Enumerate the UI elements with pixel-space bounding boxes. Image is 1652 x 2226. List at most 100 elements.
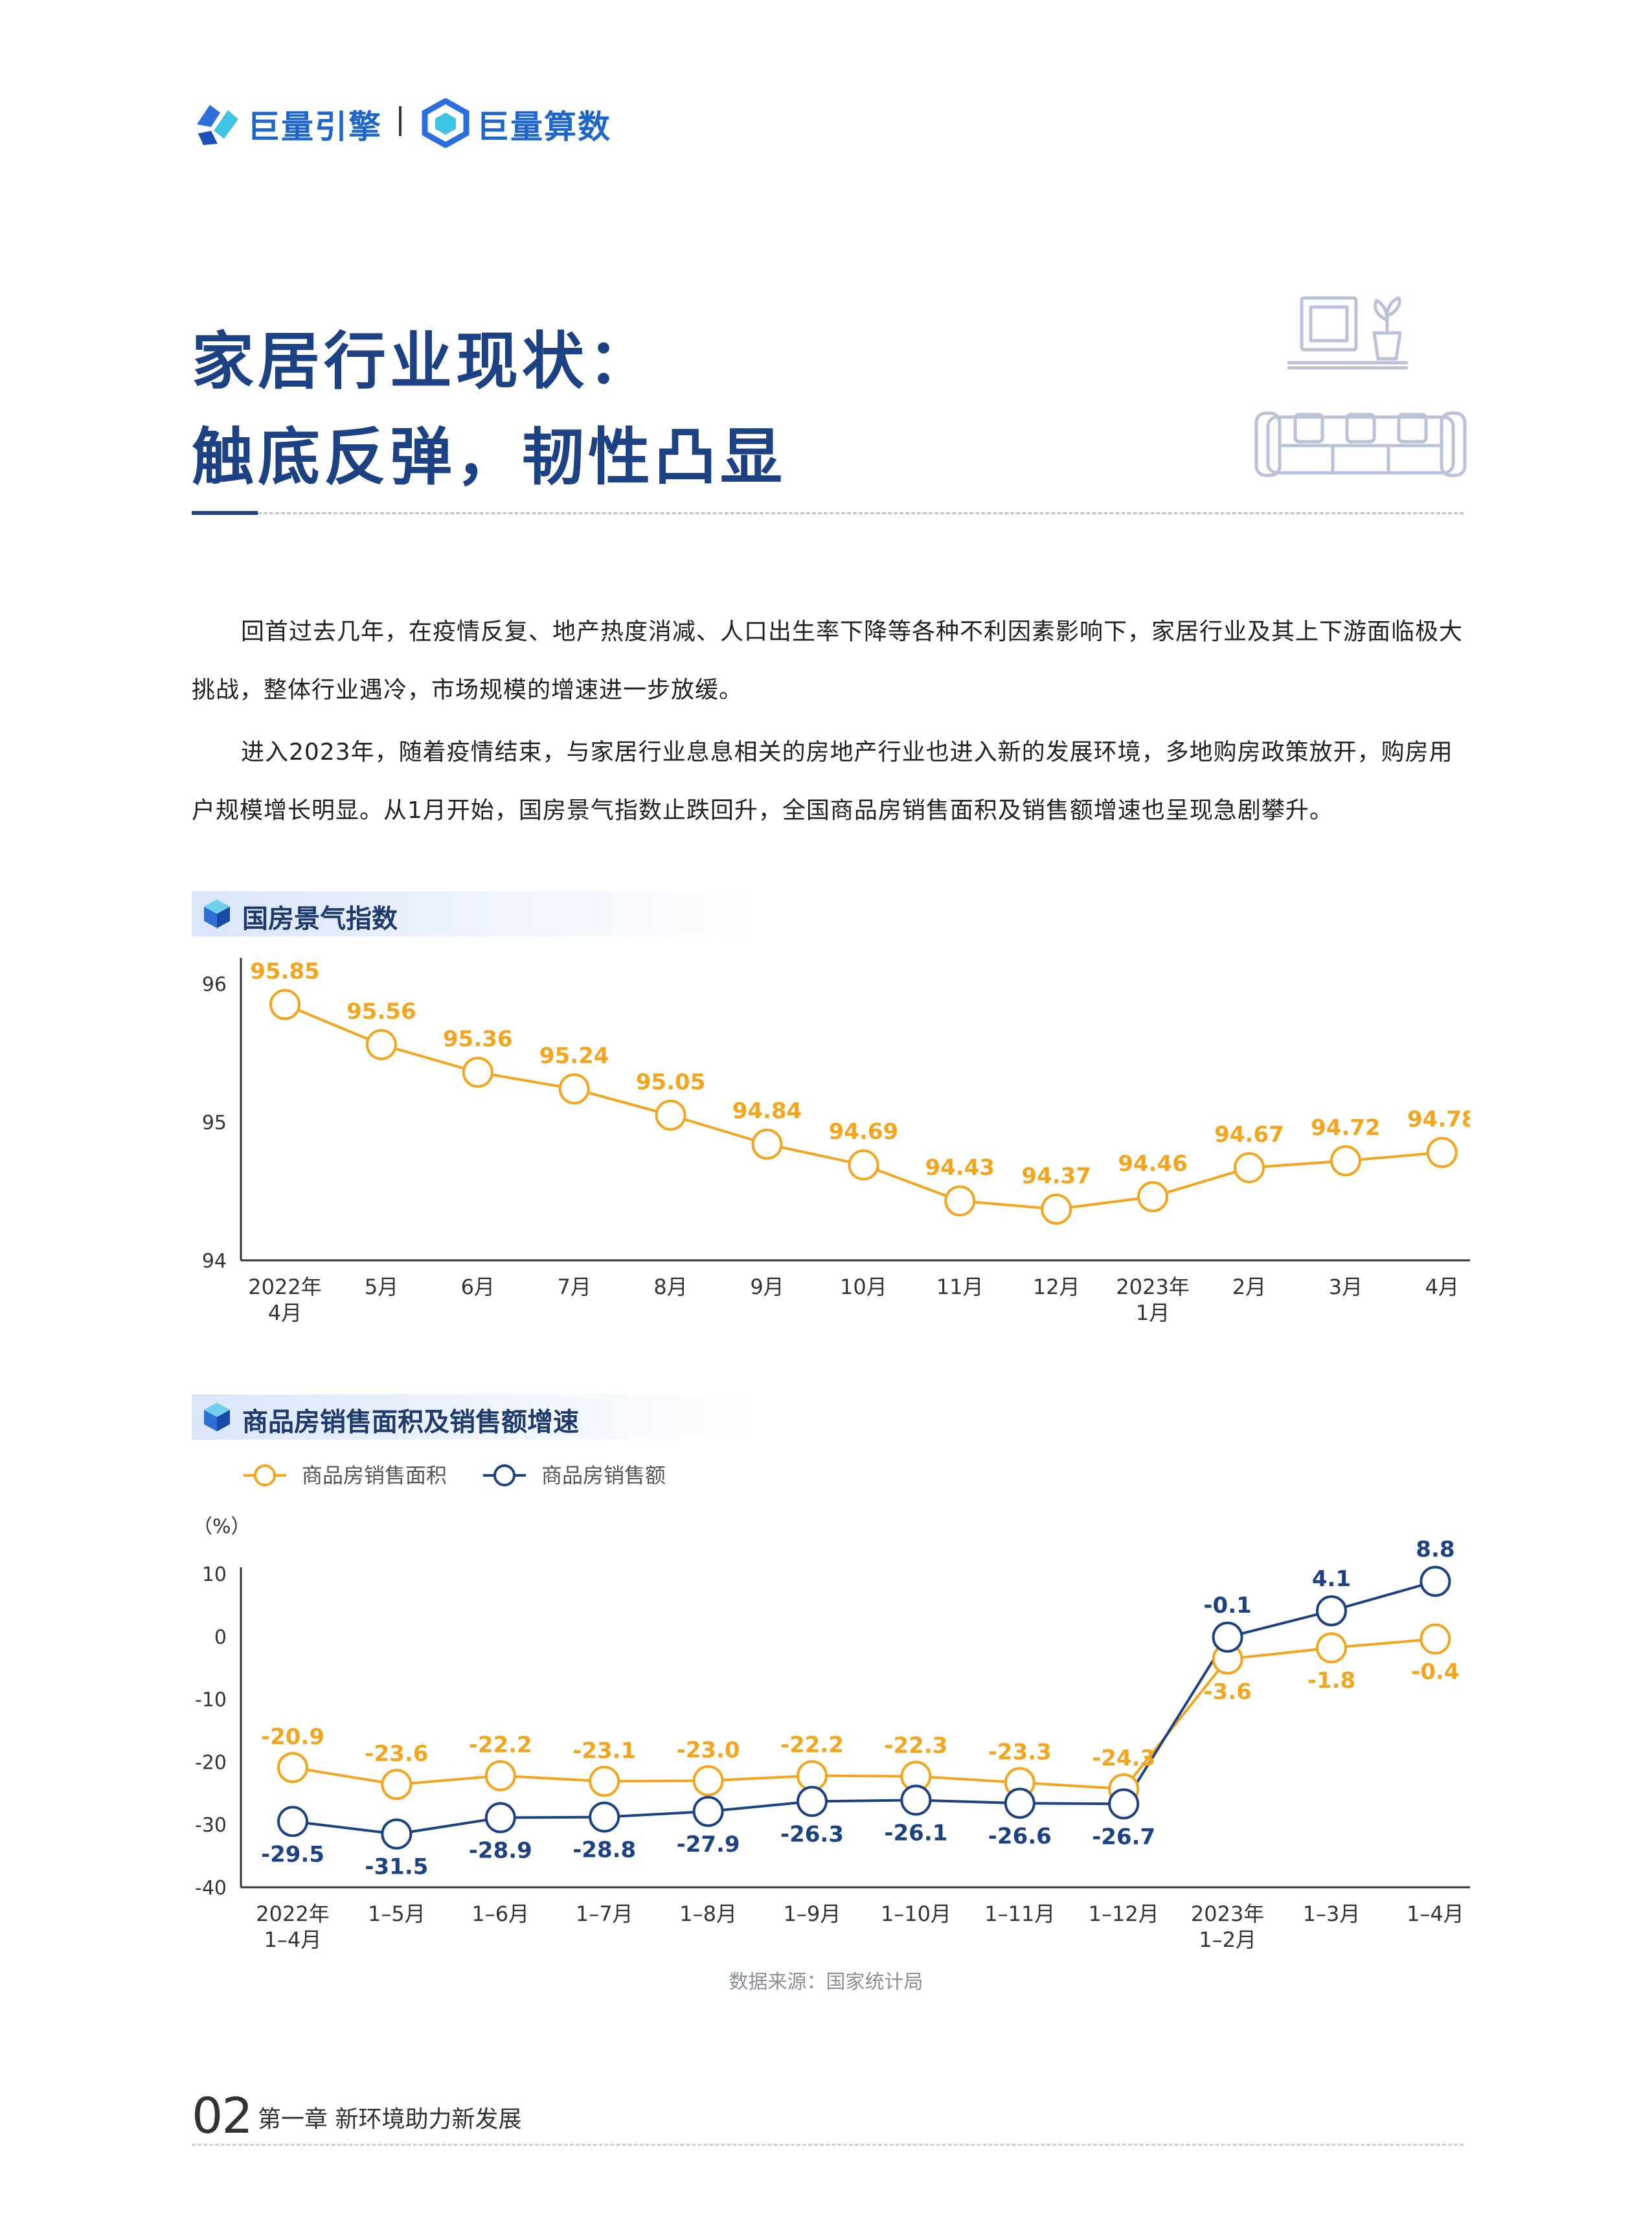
data-point xyxy=(1316,1632,1347,1664)
title-divider xyxy=(258,512,1464,514)
data-point xyxy=(1212,1621,1243,1653)
data-point xyxy=(692,1795,724,1827)
y-tick-label: 0 xyxy=(214,1626,227,1649)
data-point xyxy=(558,1073,590,1105)
x-tick-label: 5月 xyxy=(365,1275,398,1299)
x-tick-label: 1–9月 xyxy=(784,1902,841,1926)
brand-secondary: 巨量算数 xyxy=(477,108,611,146)
x-tick-label: 2023年 1月 xyxy=(1116,1275,1189,1325)
footer-divider xyxy=(192,2144,1464,2146)
x-tick-label: 10月 xyxy=(840,1275,887,1299)
data-label: 94.69 xyxy=(829,1119,899,1145)
housing-index-line-chart: 94 95 96 95.85 95.56 95.36 95.24 95.05 94.84 94.… xyxy=(202,958,1470,1325)
data-point xyxy=(1004,1788,1035,1819)
page-title-line2: 触底反弹，韧性凸显 xyxy=(192,421,786,494)
x-tick-label: 6月 xyxy=(461,1275,495,1299)
x-tick-label: 1–7月 xyxy=(576,1902,633,1926)
data-label: -28.9 xyxy=(469,1838,532,1864)
data-point xyxy=(751,1128,783,1160)
x-tick-label: 1–8月 xyxy=(679,1902,737,1926)
x-tick-label: 1–3月 xyxy=(1303,1902,1361,1926)
y-axis-unit-label: （%） xyxy=(193,1516,251,1538)
x-tick-label: 7月 xyxy=(558,1275,591,1299)
section-cube-icon xyxy=(204,900,230,928)
section-title: 国房景气指数 xyxy=(242,904,398,934)
y-tick-label: -10 xyxy=(195,1689,227,1712)
x-tick-label: 1–4月 xyxy=(1407,1902,1464,1926)
data-label: -0.4 xyxy=(1411,1659,1459,1685)
data-label: 94.72 xyxy=(1311,1115,1381,1141)
data-point xyxy=(1420,1623,1451,1655)
juliang-suanshu-logo-icon xyxy=(422,98,470,148)
x-tick-label: 1–10月 xyxy=(881,1902,951,1926)
home-furniture-illustration-icon xyxy=(1254,296,1467,477)
data-point xyxy=(462,1056,493,1088)
data-label: 94.84 xyxy=(732,1098,802,1124)
data-label: 94.46 xyxy=(1118,1151,1188,1177)
y-tick-label: 96 xyxy=(202,973,227,996)
y-tick-label: 95 xyxy=(202,1112,227,1135)
data-label: -22.2 xyxy=(780,1732,844,1758)
data-point xyxy=(655,1099,686,1131)
data-point xyxy=(484,1760,516,1791)
x-tick-label: 8月 xyxy=(653,1275,687,1299)
brand-separator xyxy=(399,106,402,136)
data-label: -23.3 xyxy=(988,1739,1052,1765)
data-point xyxy=(269,989,300,1021)
data-point xyxy=(277,1752,308,1784)
juliang-engine-logo-icon xyxy=(197,105,238,145)
y-tick-label: -40 xyxy=(195,1877,227,1900)
x-tick-label: 2022年 4月 xyxy=(248,1275,321,1325)
section-header-housing-index: 国房景气指数 xyxy=(192,891,762,937)
sales-growth-line-chart: 商品房销售面积 商品房销售额 （%） -40 -30 -20 -10 0 10 -20.9 -2… xyxy=(193,1463,1470,1949)
data-point xyxy=(944,1185,976,1217)
data-label: -0.1 xyxy=(1203,1593,1251,1618)
paragraph-2023: 进入2023年，随着疫情结束，与家居行业息息相关的房地产行业也进入新的发展环境，… xyxy=(192,739,1453,824)
data-point xyxy=(1316,1595,1347,1627)
x-tick-label: 1–12月 xyxy=(1089,1902,1159,1926)
section-cube-icon xyxy=(204,1403,230,1431)
data-label: 95.05 xyxy=(636,1069,706,1095)
section-title: 商品房销售面积及销售额增速 xyxy=(242,1407,579,1437)
legend-marker xyxy=(493,1464,515,1486)
data-label: -27.9 xyxy=(677,1832,740,1857)
data-point xyxy=(589,1766,620,1797)
data-point xyxy=(484,1802,516,1834)
data-label: -23.0 xyxy=(677,1737,740,1763)
data-label: -26.7 xyxy=(1092,1824,1155,1850)
data-label: -20.9 xyxy=(261,1724,324,1750)
x-tick-label: 9月 xyxy=(750,1275,784,1299)
x-tick-label: 2022年 1–4月 xyxy=(256,1902,329,1949)
data-label: 94.78 xyxy=(1407,1106,1470,1132)
data-point xyxy=(1330,1145,1361,1177)
y-tick-label: -20 xyxy=(195,1751,227,1774)
page-title-line1: 家居行业现状： xyxy=(192,325,654,398)
x-tick-label: 2月 xyxy=(1232,1275,1266,1299)
data-point xyxy=(381,1769,413,1800)
data-label: -1.8 xyxy=(1307,1668,1355,1694)
data-point xyxy=(589,1801,620,1833)
data-point xyxy=(797,1760,828,1791)
data-source-note: 数据来源：国家统计局 xyxy=(729,1971,923,1993)
data-point xyxy=(1420,1565,1451,1597)
x-tick-label: 1–6月 xyxy=(471,1902,529,1926)
y-tick-label: 94 xyxy=(202,1250,227,1273)
data-label: -23.1 xyxy=(572,1738,636,1764)
data-label: 8.8 xyxy=(1416,1537,1454,1563)
data-label: 94.37 xyxy=(1021,1163,1091,1189)
data-label: -24.3 xyxy=(1092,1745,1155,1771)
data-point xyxy=(381,1818,413,1850)
data-label: -23.6 xyxy=(365,1741,428,1767)
data-point xyxy=(277,1806,308,1837)
data-label: -22.3 xyxy=(884,1733,947,1759)
brand-primary: 巨量引擎 xyxy=(247,108,382,146)
data-label: 4.1 xyxy=(1312,1566,1351,1592)
x-tick-label: 4月 xyxy=(1425,1275,1459,1299)
x-tick-label: 1–5月 xyxy=(368,1902,425,1926)
y-tick-label: -30 xyxy=(195,1814,227,1837)
data-label: -26.6 xyxy=(988,1823,1052,1849)
data-label: -29.5 xyxy=(261,1841,324,1867)
paragraph-intro: 回首过去几年，在疫情反复、地产热度消减、人口出生率下降等各种不利因素影响下，家居… xyxy=(192,619,1464,703)
page-number: 02 xyxy=(192,2087,253,2144)
y-tick-label: 10 xyxy=(202,1563,227,1586)
